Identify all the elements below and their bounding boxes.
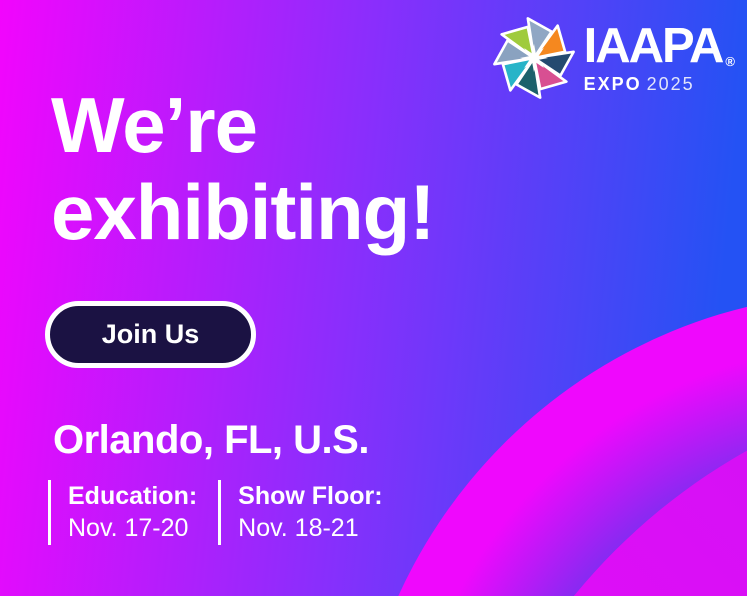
expo-label: EXPO bbox=[583, 73, 642, 94]
schedule-dates: Nov. 18-21 bbox=[238, 513, 359, 542]
schedule-item-show-floor: Show Floor: Nov. 18-21 bbox=[218, 480, 383, 545]
iaapa-expo-logo: IAAPA ® EXPO 2025 bbox=[490, 14, 735, 102]
schedule-item-education: Education: Nov. 17-20 bbox=[48, 480, 197, 545]
expo-year: 2025 bbox=[646, 73, 695, 94]
logo-text: IAAPA ® EXPO 2025 bbox=[583, 18, 735, 95]
headline: We’re exhibiting! bbox=[51, 81, 435, 256]
corner-circle-shape bbox=[574, 450, 747, 596]
star-icon bbox=[519, 43, 548, 73]
brand-name: IAAPA ® bbox=[583, 18, 735, 73]
schedule-dates: Nov. 17-20 bbox=[68, 513, 189, 542]
registered-mark: ® bbox=[725, 53, 735, 69]
join-us-button[interactable]: Join Us bbox=[45, 301, 256, 368]
schedule: Education: Nov. 17-20 Show Floor: Nov. 1… bbox=[48, 480, 404, 545]
location-text: Orlando, FL, U.S. bbox=[53, 418, 369, 462]
schedule-label: Show Floor: bbox=[238, 482, 383, 510]
schedule-label: Education: bbox=[68, 482, 198, 510]
headline-line-2: exhibiting! bbox=[51, 168, 435, 256]
headline-line-1: We’re bbox=[51, 81, 258, 169]
expo-year-line: EXPO 2025 bbox=[584, 74, 735, 95]
pinwheel-icon bbox=[492, 17, 575, 99]
